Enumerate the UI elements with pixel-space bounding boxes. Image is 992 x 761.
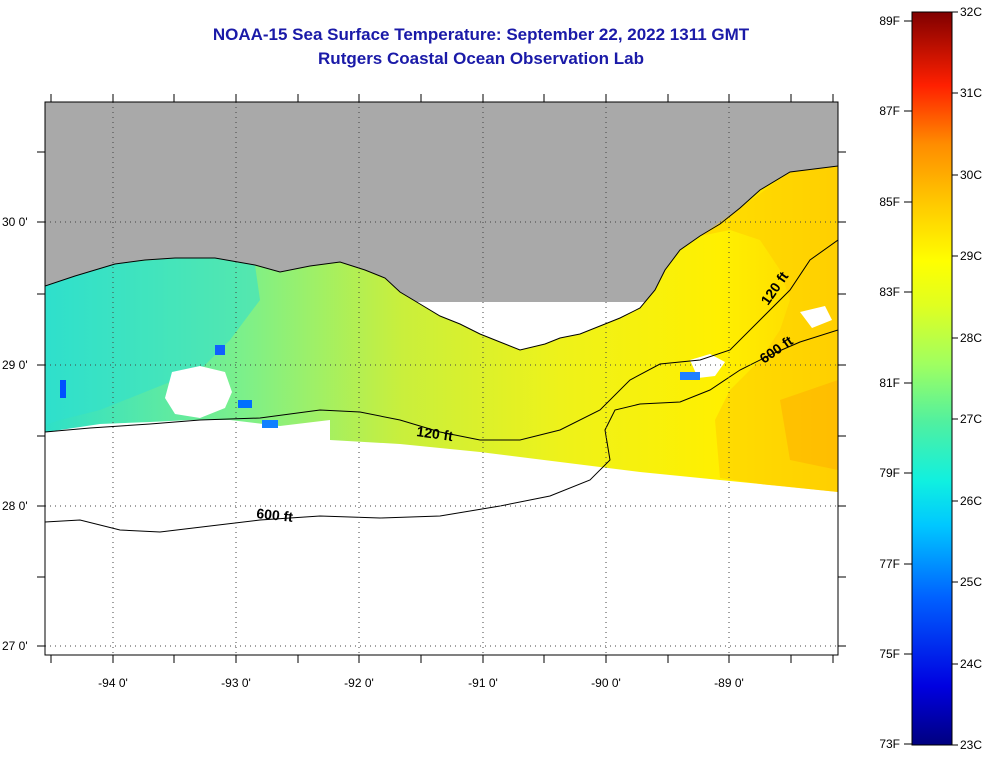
colorbar-c-label: 28C bbox=[960, 331, 982, 345]
latitude-label: 27 0' bbox=[2, 639, 28, 653]
cold-patch bbox=[680, 372, 700, 380]
warm-water-region bbox=[700, 166, 838, 492]
colorbar-f-label: 89F bbox=[879, 14, 900, 28]
cold-patch bbox=[262, 420, 278, 428]
longitude-label: -92 0' bbox=[344, 676, 374, 690]
colorbar-c-label: 30C bbox=[960, 168, 982, 182]
colorbar-c-label: 23C bbox=[960, 738, 982, 752]
cloud-area bbox=[165, 366, 232, 418]
colorbar-f-label: 75F bbox=[879, 647, 900, 661]
map-subtitle: Rutgers Coastal Ocean Observation Lab bbox=[318, 49, 644, 68]
cloud-area bbox=[800, 306, 832, 328]
colorbar-f-label: 81F bbox=[879, 376, 900, 390]
longitude-label: -93 0' bbox=[221, 676, 251, 690]
latitude-label: 29 0' bbox=[2, 358, 28, 372]
colorbar-f-label: 73F bbox=[879, 737, 900, 751]
contour-label: 120 ft bbox=[416, 423, 455, 444]
sst-swath bbox=[45, 166, 838, 492]
cold-patch bbox=[60, 380, 66, 398]
colorbar-c-label: 25C bbox=[960, 575, 982, 589]
colorbar-c-label: 27C bbox=[960, 412, 982, 426]
colorbar-f-label: 83F bbox=[879, 285, 900, 299]
longitude-label: -91 0' bbox=[468, 676, 498, 690]
contour-120ft bbox=[45, 239, 838, 441]
coastline bbox=[45, 165, 838, 351]
colorbar-f-label: 77F bbox=[879, 557, 900, 571]
colorbar-c-label: 24C bbox=[960, 657, 982, 671]
colorbar-c-label: 29C bbox=[960, 249, 982, 263]
cold-patch bbox=[215, 345, 225, 355]
graticule bbox=[45, 102, 838, 655]
colorbar-c-label: 32C bbox=[960, 5, 982, 19]
longitude-label: -94 0' bbox=[98, 676, 128, 690]
map-panel bbox=[45, 102, 838, 655]
colorbar-c-label: 26C bbox=[960, 494, 982, 508]
latitude-label: 28 0' bbox=[2, 499, 28, 513]
colorbar-ticks bbox=[904, 11, 958, 746]
cold-patch bbox=[238, 400, 252, 408]
colorbar-scale bbox=[911, 11, 953, 746]
contour-label: 600 ft bbox=[256, 505, 294, 525]
cool-water-region bbox=[45, 258, 260, 425]
map-frame bbox=[44, 101, 839, 656]
colorbar-c-label: 31C bbox=[960, 86, 982, 100]
colorbar: 89F 87F 85F 83F 81F 79F 77F 75F 73F 32C … bbox=[879, 5, 982, 752]
longitude-label: -90 0' bbox=[591, 676, 621, 690]
colorbar-f-label: 85F bbox=[879, 195, 900, 209]
warm-core bbox=[780, 380, 838, 470]
colorbar-f-label: 87F bbox=[879, 104, 900, 118]
longitude-label: -89 0' bbox=[714, 676, 744, 690]
latitude-label: 30 0' bbox=[2, 215, 28, 229]
map-ticks bbox=[37, 94, 846, 663]
map-title: NOAA-15 Sea Surface Temperature: Septemb… bbox=[212, 25, 750, 44]
colorbar-f-label: 79F bbox=[879, 466, 900, 480]
contour-600ft bbox=[45, 329, 838, 533]
